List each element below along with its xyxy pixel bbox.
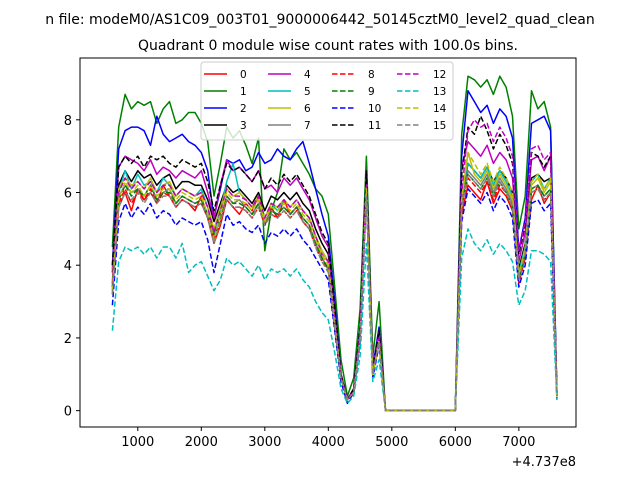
legend-label-8: 8 [368, 69, 375, 81]
x-tick-label: 3000 [248, 435, 281, 450]
legend-box [200, 61, 454, 141]
y-tick-label: 6 [64, 187, 72, 202]
legend-label-6: 6 [304, 103, 311, 115]
series-line-10 [111, 188, 558, 412]
series-line-13 [111, 228, 558, 412]
x-tick-label: 2000 [185, 435, 218, 450]
y-axis: 0 2 4 6 8 [64, 114, 80, 420]
x-tick-label: 6000 [439, 435, 472, 450]
legend-label-2: 2 [240, 103, 247, 115]
x-tick-label: 4000 [312, 435, 345, 450]
legend-label-12: 12 [433, 69, 446, 81]
y-tick-label: 4 [64, 259, 72, 274]
series-line-11 [111, 115, 558, 412]
legend-label-7: 7 [304, 120, 311, 132]
legend-label-4: 4 [304, 69, 311, 81]
legend-label-15: 15 [433, 120, 446, 132]
series-line-15 [111, 173, 558, 412]
legend-label-10: 10 [368, 103, 381, 115]
x-offset-label: +4.737e8 [512, 455, 576, 470]
legend-label-5: 5 [304, 86, 311, 98]
y-tick-label: 8 [64, 114, 72, 129]
series-line-1 [111, 75, 558, 412]
legend-label-14: 14 [433, 103, 447, 115]
legend-label-1: 1 [240, 86, 247, 98]
figure-suptitle: n file: modeM0/AS1C09_003T01_9000006442_… [45, 12, 594, 28]
x-tick-label: 7000 [502, 435, 535, 450]
series-line-9 [111, 173, 558, 412]
series-line-12 [111, 119, 558, 412]
series-line-2 [111, 89, 558, 412]
legend-label-0: 0 [240, 69, 247, 81]
legend-label-11: 11 [368, 120, 381, 132]
legend-label-9: 9 [368, 86, 375, 98]
y-tick-label: 2 [64, 332, 72, 347]
x-tick-label: 5000 [375, 435, 408, 450]
y-tick-label: 0 [64, 405, 72, 420]
legend-label-3: 3 [240, 120, 247, 132]
legend-label-13: 13 [433, 86, 446, 98]
x-axis: 1000 2000 3000 4000 5000 6000 7000 [121, 427, 535, 450]
series-layer [111, 75, 558, 412]
plot-frame [79, 57, 577, 428]
chart-title: Quadrant 0 module wise count rates with … [138, 38, 518, 54]
x-tick-label: 1000 [121, 435, 154, 450]
